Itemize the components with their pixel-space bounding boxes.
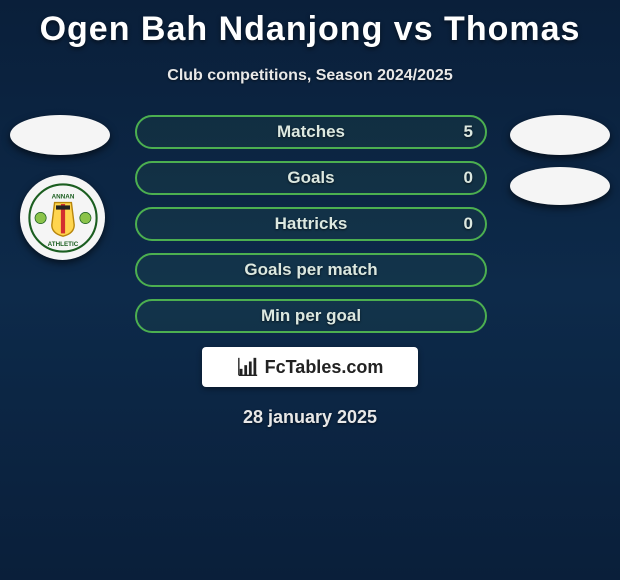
player-right-avatar-2 bbox=[510, 167, 610, 205]
watermark: FcTables.com bbox=[202, 347, 418, 387]
stat-label: Goals per match bbox=[244, 260, 377, 280]
comparison-content: ANNAN ATHLETIC Matches 5 Goals 0 Hattric… bbox=[0, 115, 620, 333]
stat-label: Hattricks bbox=[275, 214, 348, 234]
stat-right-value: 0 bbox=[464, 168, 473, 188]
stat-row-goals-per-match: Goals per match bbox=[135, 253, 487, 287]
svg-text:ANNAN: ANNAN bbox=[51, 193, 74, 200]
stat-right-value: 0 bbox=[464, 214, 473, 234]
page-title: Ogen Bah Ndanjong vs Thomas bbox=[0, 0, 620, 49]
stat-right-value: 5 bbox=[464, 122, 473, 142]
stat-bars: Matches 5 Goals 0 Hattricks 0 Goals per … bbox=[135, 115, 487, 333]
stat-row-hattricks: Hattricks 0 bbox=[135, 207, 487, 241]
stat-label: Matches bbox=[277, 122, 345, 142]
svg-text:ATHLETIC: ATHLETIC bbox=[47, 241, 78, 248]
player-left-avatar bbox=[10, 115, 110, 155]
club-badge-left: ANNAN ATHLETIC bbox=[20, 175, 105, 260]
date-text: 28 january 2025 bbox=[0, 407, 620, 428]
watermark-text: FcTables.com bbox=[265, 357, 384, 378]
stat-row-matches: Matches 5 bbox=[135, 115, 487, 149]
stat-label: Goals bbox=[287, 168, 334, 188]
bar-chart-icon bbox=[237, 356, 259, 378]
player-right-avatar bbox=[510, 115, 610, 155]
stat-label: Min per goal bbox=[261, 306, 361, 326]
stat-row-goals: Goals 0 bbox=[135, 161, 487, 195]
subtitle: Club competitions, Season 2024/2025 bbox=[0, 67, 620, 85]
annan-athletic-icon: ANNAN ATHLETIC bbox=[28, 183, 98, 253]
stat-row-min-per-goal: Min per goal bbox=[135, 299, 487, 333]
